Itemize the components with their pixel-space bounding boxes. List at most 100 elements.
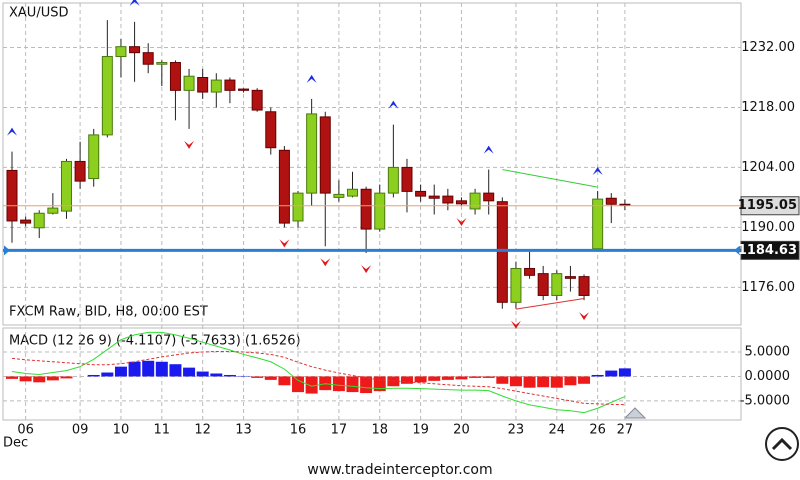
fractal-down bbox=[320, 258, 331, 267]
chevron-icon[interactable] bbox=[771, 437, 793, 451]
histogram-bar bbox=[550, 376, 563, 388]
histogram-bar bbox=[578, 376, 591, 384]
fractal-up bbox=[592, 166, 603, 175]
histogram-bar bbox=[305, 376, 318, 394]
candle-body bbox=[224, 79, 236, 91]
y-tick-label: 1176.00 bbox=[741, 280, 795, 295]
fractal-down bbox=[510, 320, 521, 329]
trendline bbox=[502, 169, 598, 188]
candle-body bbox=[524, 267, 536, 276]
candle-body bbox=[183, 75, 195, 91]
y-tick-label: -5.0000 bbox=[740, 393, 790, 408]
candle-body bbox=[551, 273, 563, 296]
x-tick-label: 27 bbox=[617, 423, 634, 438]
fractal-down bbox=[279, 239, 290, 248]
histogram-bar bbox=[128, 361, 141, 377]
candle-body bbox=[265, 111, 277, 149]
histogram-bar bbox=[332, 376, 345, 392]
histogram-bar bbox=[414, 376, 427, 383]
x-tick-label: 19 bbox=[412, 423, 429, 438]
macd-title: MACD (12 26 9) (-4.1107) (-5.7633) (1.65… bbox=[9, 334, 301, 349]
candle-body bbox=[33, 212, 45, 229]
candle-body bbox=[101, 56, 113, 136]
histogram-bar bbox=[346, 376, 359, 393]
histogram-bar bbox=[142, 360, 155, 377]
candle-body bbox=[142, 52, 154, 65]
candle-body bbox=[251, 89, 263, 111]
candle-body bbox=[496, 201, 508, 303]
candle-body bbox=[455, 200, 467, 205]
candle-body bbox=[537, 273, 549, 296]
candle-body bbox=[442, 195, 454, 204]
fractal-down bbox=[456, 217, 467, 226]
candle-body bbox=[74, 160, 86, 182]
histogram-bar bbox=[278, 376, 291, 386]
histogram-bar bbox=[251, 376, 264, 378]
candle-body bbox=[333, 193, 345, 198]
price-label: 1195.05 bbox=[738, 198, 797, 213]
histogram-bar bbox=[60, 376, 73, 379]
x-tick-label: 10 bbox=[113, 423, 130, 438]
footer: www.tradeinterceptor.com bbox=[307, 462, 492, 478]
x-tick-label: 23 bbox=[508, 423, 525, 438]
x-tick-label: 26 bbox=[589, 423, 606, 438]
candle-body bbox=[6, 169, 18, 222]
x-tick-label: 12 bbox=[194, 423, 211, 438]
candle-body bbox=[510, 267, 522, 303]
candle-body bbox=[20, 219, 32, 224]
scroll-up-button[interactable] bbox=[765, 427, 799, 461]
x-tick-label: 20 bbox=[453, 423, 470, 438]
candle-body bbox=[88, 134, 100, 180]
histogram-bar bbox=[605, 370, 618, 377]
candle-body bbox=[292, 192, 304, 222]
histogram-bar bbox=[537, 376, 550, 388]
fractal-up bbox=[7, 127, 17, 136]
candle-body bbox=[47, 207, 59, 214]
fractal-up bbox=[306, 74, 317, 83]
fractal-up bbox=[129, 0, 140, 6]
candle-body bbox=[605, 197, 617, 205]
histogram-bar bbox=[523, 376, 536, 388]
histogram-bar bbox=[591, 374, 604, 377]
trendline bbox=[515, 297, 585, 310]
y-tick-label: 1204.00 bbox=[741, 160, 795, 175]
histogram-bar bbox=[292, 376, 305, 393]
candle-body bbox=[156, 62, 168, 65]
candle-body bbox=[415, 190, 427, 197]
candle-body bbox=[129, 46, 141, 54]
month-label: Dec bbox=[3, 436, 28, 451]
fractal-down bbox=[579, 312, 590, 321]
histogram-bar bbox=[169, 364, 182, 377]
candle-body bbox=[197, 77, 209, 93]
histogram-bar bbox=[618, 368, 631, 377]
price-label-box bbox=[740, 196, 800, 216]
y-tick-label: 1218.00 bbox=[741, 100, 795, 115]
button-circle[interactable] bbox=[765, 427, 799, 461]
signal-line bbox=[11, 350, 625, 406]
macd-line bbox=[11, 331, 626, 414]
scroll-marker bbox=[623, 407, 647, 419]
histogram-bar bbox=[19, 376, 32, 382]
candle-body bbox=[210, 79, 222, 93]
candle-body bbox=[60, 160, 72, 212]
histogram-bar bbox=[455, 376, 468, 380]
histogram-bar bbox=[360, 376, 373, 394]
y-tick-label: 5.0000 bbox=[745, 344, 791, 359]
candle-body bbox=[564, 276, 576, 279]
x-tick-label: 16 bbox=[290, 423, 307, 438]
histogram-bar bbox=[33, 376, 46, 383]
x-tick-label: 18 bbox=[371, 423, 388, 438]
histogram-bar bbox=[46, 376, 59, 381]
candle-body bbox=[115, 46, 127, 58]
y-tick-label: 1190.00 bbox=[741, 220, 795, 235]
histogram-bar bbox=[441, 376, 454, 380]
fractal-up bbox=[388, 100, 399, 109]
x-tick-label: 06 bbox=[17, 423, 34, 438]
candle-body bbox=[469, 192, 481, 210]
histogram-bar bbox=[428, 376, 441, 381]
price-panel bbox=[2, 2, 742, 326]
x-tick-label: 11 bbox=[154, 423, 171, 438]
histogram-bar bbox=[496, 376, 509, 384]
candle-body bbox=[578, 276, 590, 296]
